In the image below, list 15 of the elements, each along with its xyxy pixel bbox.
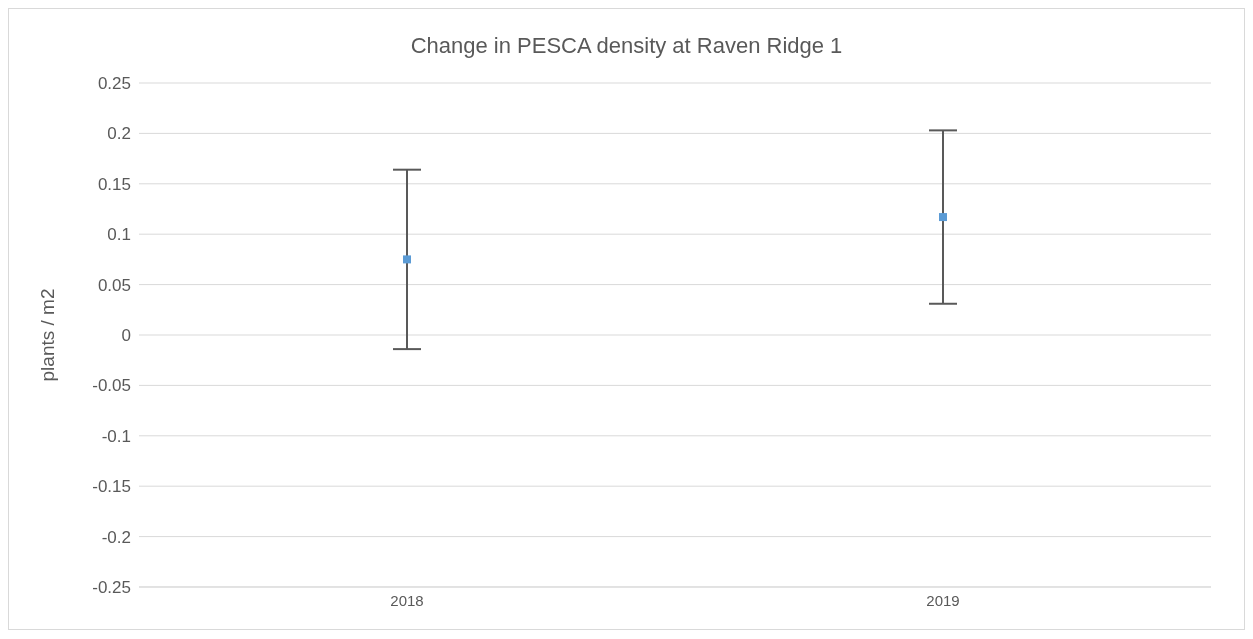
y-axis-title: plants / m2 <box>36 288 58 382</box>
y-tick-label: 0.25 <box>97 74 131 94</box>
x-tick-label: 2018 <box>390 591 424 609</box>
y-tick-label: 0.05 <box>97 275 131 295</box>
y-tick-label: -0.05 <box>92 376 131 396</box>
y-tick-label: -0.1 <box>101 426 131 446</box>
y-tick-label: 0.1 <box>107 225 131 245</box>
y-tick-label: 0 <box>121 326 131 346</box>
y-tick-label: -0.25 <box>92 578 131 598</box>
y-tick-label: 0.2 <box>107 124 131 144</box>
y-tick-label: 0.15 <box>97 174 131 194</box>
y-tick-label: -0.15 <box>92 477 131 497</box>
x-tick-label: 2019 <box>926 591 960 609</box>
y-tick-label: -0.2 <box>101 527 131 547</box>
chart-title: Change in PESCA density at Raven Ridge 1 <box>409 32 844 60</box>
